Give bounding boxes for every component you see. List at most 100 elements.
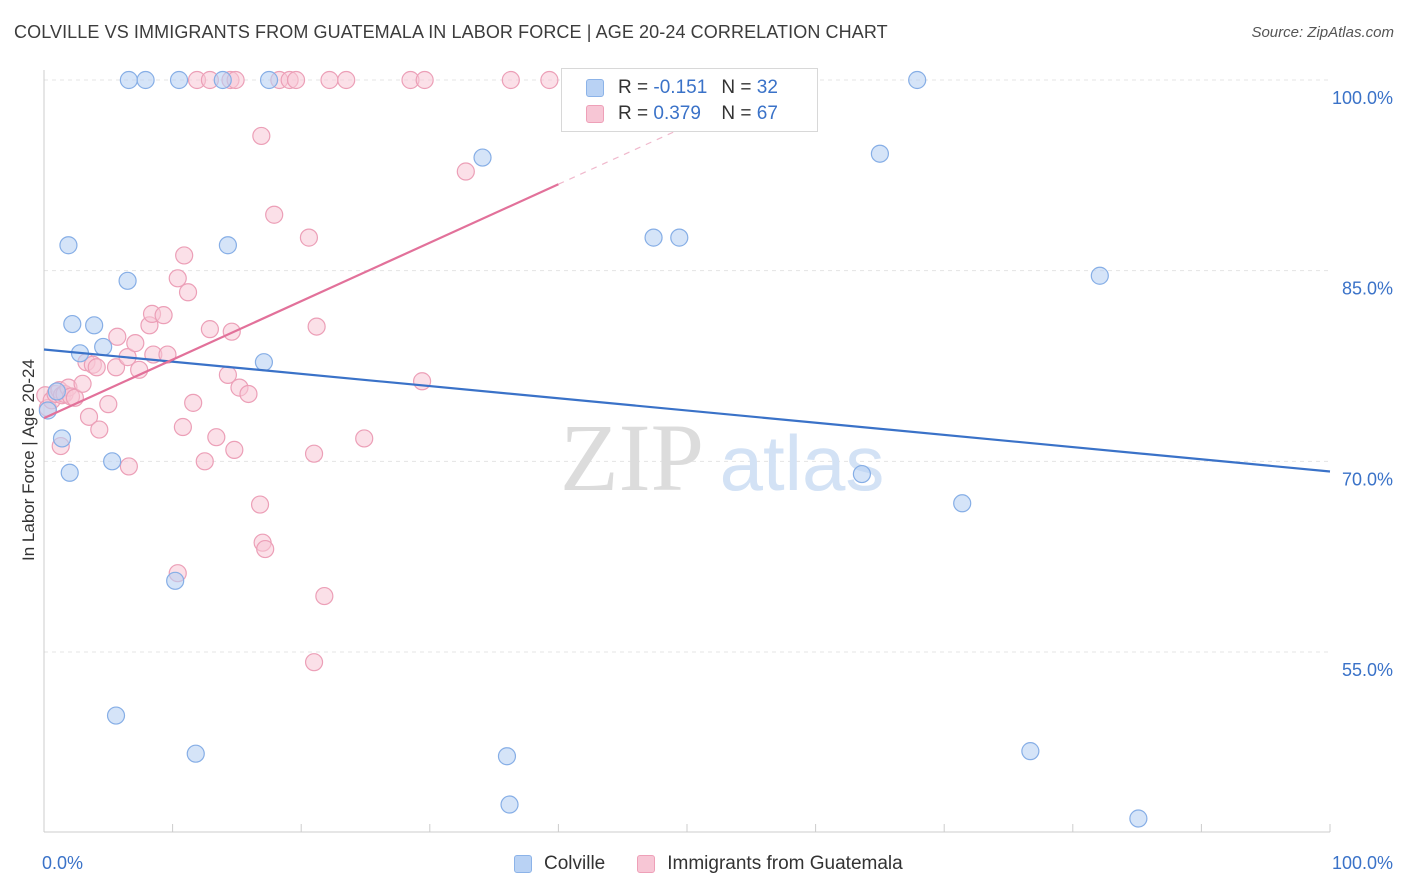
point-series-blue-13: [169, 70, 189, 90]
point-series-pink-25: [154, 306, 173, 325]
legend-r-value-guatemala: 0.379: [653, 103, 701, 124]
point-series-pink-62: [412, 372, 432, 391]
legend-n-label: N =: [721, 77, 752, 98]
axes: [43, 70, 1331, 833]
point-series-blue-27: [953, 494, 972, 513]
point-series-pink-35: [207, 428, 226, 447]
source-label: Source: ZipAtlas.com: [1251, 24, 1394, 41]
point-series-pink-41: [250, 495, 270, 514]
point-series-blue-9: [103, 452, 122, 471]
watermark-zip: ZIP: [560, 404, 704, 511]
legend-r-label: R =: [618, 77, 649, 98]
point-series-pink-33: [195, 452, 214, 471]
point-series-blue-29: [497, 747, 517, 766]
legend-r-label: R =: [618, 103, 649, 124]
point-series-blue-4: [59, 236, 78, 255]
series-immigrants-from-guatemala: [36, 70, 559, 672]
y-tick-label-100: 100.0%: [1332, 88, 1393, 108]
point-series-blue-11: [119, 70, 138, 90]
point-series-pink-43: [256, 539, 275, 559]
point-series-pink-65: [501, 70, 520, 90]
point-series-pink-40: [225, 440, 244, 459]
legend-n-value-guatemala: 67: [756, 103, 778, 124]
point-series-blue-17: [254, 353, 274, 372]
point-series-pink-58: [286, 70, 306, 90]
x-tick-label-0: 0.0%: [42, 853, 83, 873]
point-series-blue-30: [500, 795, 519, 814]
point-series-blue-15: [259, 70, 279, 90]
legend-swatch-guatemala: [637, 855, 656, 873]
point-series-pink-31: [173, 417, 192, 437]
point-series-blue-20: [186, 744, 205, 763]
point-series-pink-39: [239, 384, 258, 404]
point-series-blue-18: [166, 571, 185, 590]
point-series-pink-63: [355, 429, 374, 448]
stats-legend: R = -0.151 N = 32 R = 0.379 N = 67: [561, 68, 818, 132]
point-series-blue-7: [85, 316, 104, 335]
x-tick-label-100: 100.0%: [1332, 853, 1393, 873]
point-series-blue-8: [94, 337, 113, 357]
point-series-pink-30: [178, 283, 198, 302]
trend-line-colville: [43, 348, 1331, 473]
point-series-blue-26: [870, 144, 890, 163]
trend-line-guatemala: [43, 183, 559, 420]
point-series-pink-44: [252, 126, 271, 146]
point-series-pink-10: [73, 374, 92, 393]
y-axis-label: In Labor Force | Age 20-24: [19, 359, 38, 561]
legend-n-value-colville: 32: [756, 77, 778, 98]
point-series-pink-32: [184, 393, 203, 412]
point-series-blue-16: [218, 236, 237, 255]
point-series-blue-1: [47, 382, 66, 401]
legend-row-colville: R = -0.151 N = 32: [586, 75, 778, 101]
y-tick-label-55: 55.0%: [1342, 660, 1393, 680]
point-series-blue-14: [213, 70, 232, 90]
tick-labels: 100.0% 85.0% 70.0% 55.0% 0.0% 100.0%: [42, 88, 1393, 873]
legend-r-value-colville: -0.151: [653, 77, 708, 98]
point-series-blue-19: [106, 706, 126, 725]
point-series-pink-61: [415, 70, 434, 90]
point-series-blue-21: [473, 148, 492, 167]
point-series-pink-48: [299, 228, 319, 247]
point-series-pink-17: [99, 395, 118, 414]
point-series-pink-59: [320, 70, 339, 90]
series-colville: [38, 70, 1148, 828]
legend-label-colville: Colville: [544, 853, 606, 874]
legend-swatch-colville: [586, 79, 604, 97]
point-series-pink-45: [265, 205, 284, 224]
legend-item-colville[interactable]: Colville: [514, 853, 605, 875]
point-series-blue-23: [670, 228, 689, 247]
y-tick-label-85: 85.0%: [1342, 279, 1393, 299]
legend-label-guatemala: Immigrants from Guatemala: [667, 853, 903, 874]
point-series-blue-32: [1129, 809, 1148, 828]
gridlines: [44, 79, 1330, 653]
point-series-blue-25: [908, 70, 927, 90]
point-series-blue-12: [136, 70, 155, 90]
trend-lines: [43, 113, 1331, 473]
point-series-pink-16: [90, 420, 109, 439]
legend-swatch-colville: [514, 855, 532, 873]
point-series-blue-2: [52, 429, 72, 448]
point-series-pink-49: [307, 317, 326, 336]
watermark-atlas: atlas: [720, 419, 885, 507]
point-series-blue-10: [118, 271, 137, 290]
point-series-blue-5: [63, 314, 82, 334]
legend-n-label: N =: [721, 103, 752, 124]
point-series-pink-51: [315, 586, 334, 606]
point-series-blue-24: [852, 464, 871, 484]
trend-line-guatemala-extension: [558, 113, 713, 185]
point-series-pink-50: [304, 444, 324, 463]
point-series-pink-66: [540, 70, 559, 90]
series-legend: Colville Immigrants from Guatemala: [514, 853, 935, 875]
legend-item-guatemala[interactable]: Immigrants from Guatemala: [637, 853, 903, 875]
point-series-pink-68: [119, 457, 138, 476]
point-series-blue-31: [1021, 742, 1040, 761]
point-series-pink-34: [200, 320, 219, 339]
watermark: ZIP atlas: [560, 404, 884, 511]
point-series-pink-67: [337, 70, 356, 90]
legend-swatch-guatemala: [586, 105, 604, 123]
point-series-blue-3: [60, 463, 79, 482]
point-series-pink-18: [106, 358, 126, 377]
legend-row-guatemala: R = 0.379 N = 67: [586, 101, 778, 127]
point-series-pink-20: [108, 327, 127, 346]
